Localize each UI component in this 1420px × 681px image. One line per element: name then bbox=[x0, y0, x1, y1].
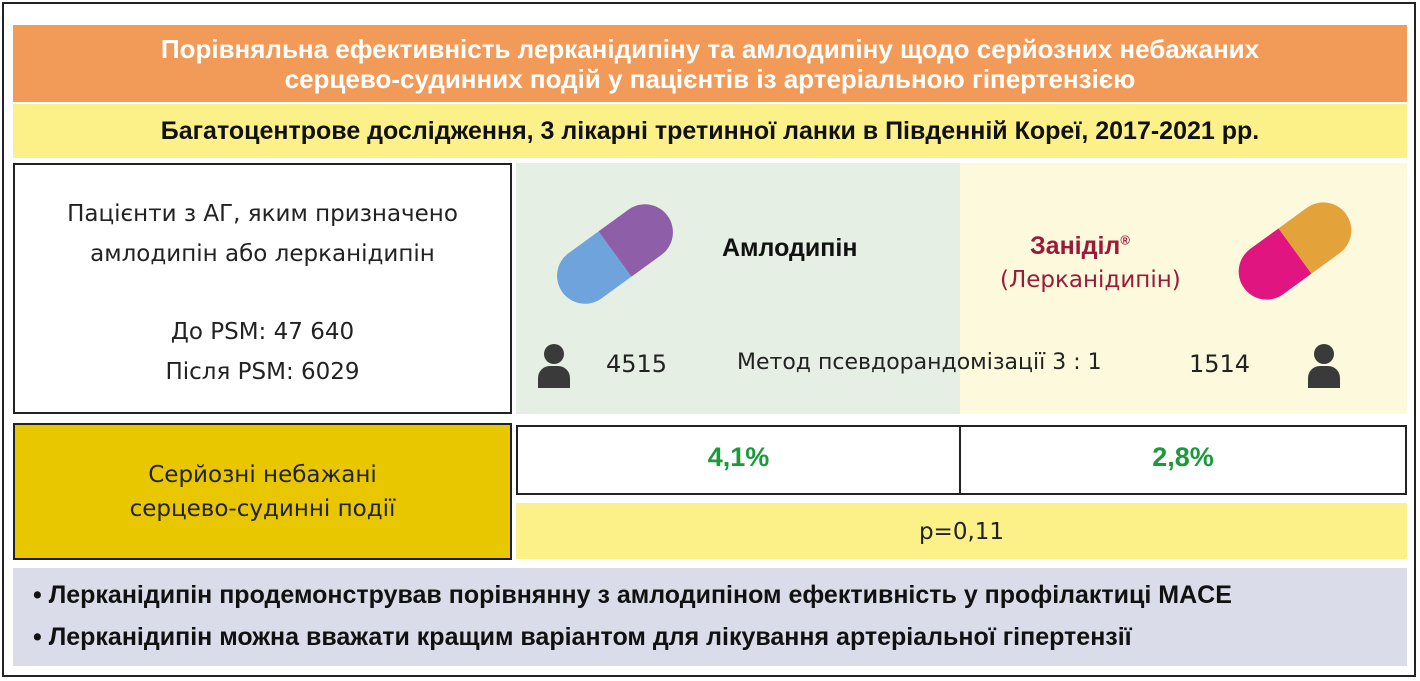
events-label-line-1: Серйозні небажані bbox=[148, 461, 377, 488]
drug-b-result: 2,8% bbox=[959, 425, 1407, 495]
events-label-box: Серйозні небажані серцево-судинні події bbox=[13, 423, 512, 560]
capsule-icon bbox=[1238, 202, 1352, 300]
before-psm: До PSM: 47 640 bbox=[170, 319, 355, 345]
drug-a-count: 4515 bbox=[606, 350, 668, 378]
title-line-1: Порівняльна ефективність лерканідипіну т… bbox=[160, 33, 1260, 64]
events-label-line-2: серцево-судинні події bbox=[129, 495, 396, 522]
drug-a-result: 4,1% bbox=[516, 425, 961, 495]
drug-b-count: 1514 bbox=[1189, 350, 1251, 378]
drug-b-brand: Заніділ bbox=[1030, 232, 1121, 260]
person-icon bbox=[538, 344, 570, 388]
capsule-icon bbox=[557, 204, 673, 304]
title-banner: Порівняльна ефективність лерканідипіну т… bbox=[13, 25, 1407, 102]
patients-line-2: амлодипін або лерканідипін bbox=[90, 241, 435, 267]
conclusions-box: • Лерканідипін продемонстрував порівнянн… bbox=[13, 568, 1407, 666]
patients-line-1: Пацієнти з АГ, яким призначено bbox=[67, 201, 458, 227]
after-psm: Після PSM: 6029 bbox=[165, 359, 360, 385]
drug-a-name: Амлодипін bbox=[722, 234, 858, 262]
matching-method: Метод псевдорандомізації 3 : 1 bbox=[737, 350, 1102, 375]
patients-box: Пацієнти з АГ, яким призначено амлодипін… bbox=[13, 163, 512, 414]
conclusion-item: • Лерканідипін можна вважати кращим варі… bbox=[33, 623, 1132, 651]
study-subtitle: Багатоцентрове дослідження, 3 лікарні тр… bbox=[13, 104, 1407, 158]
drug-b-name: Заніділ® bbox=[1030, 232, 1130, 261]
trademark-symbol: ® bbox=[1120, 232, 1130, 248]
conclusion-item: • Лерканідипін продемонстрував порівнянн… bbox=[33, 581, 1232, 609]
title-line-2: серцево-судинних подій у пацієнтів із ар… bbox=[284, 63, 1136, 94]
person-icon bbox=[1308, 344, 1340, 388]
drug-b-generic: (Лерканідипін) bbox=[1000, 267, 1181, 293]
p-value: p=0,11 bbox=[516, 503, 1407, 559]
